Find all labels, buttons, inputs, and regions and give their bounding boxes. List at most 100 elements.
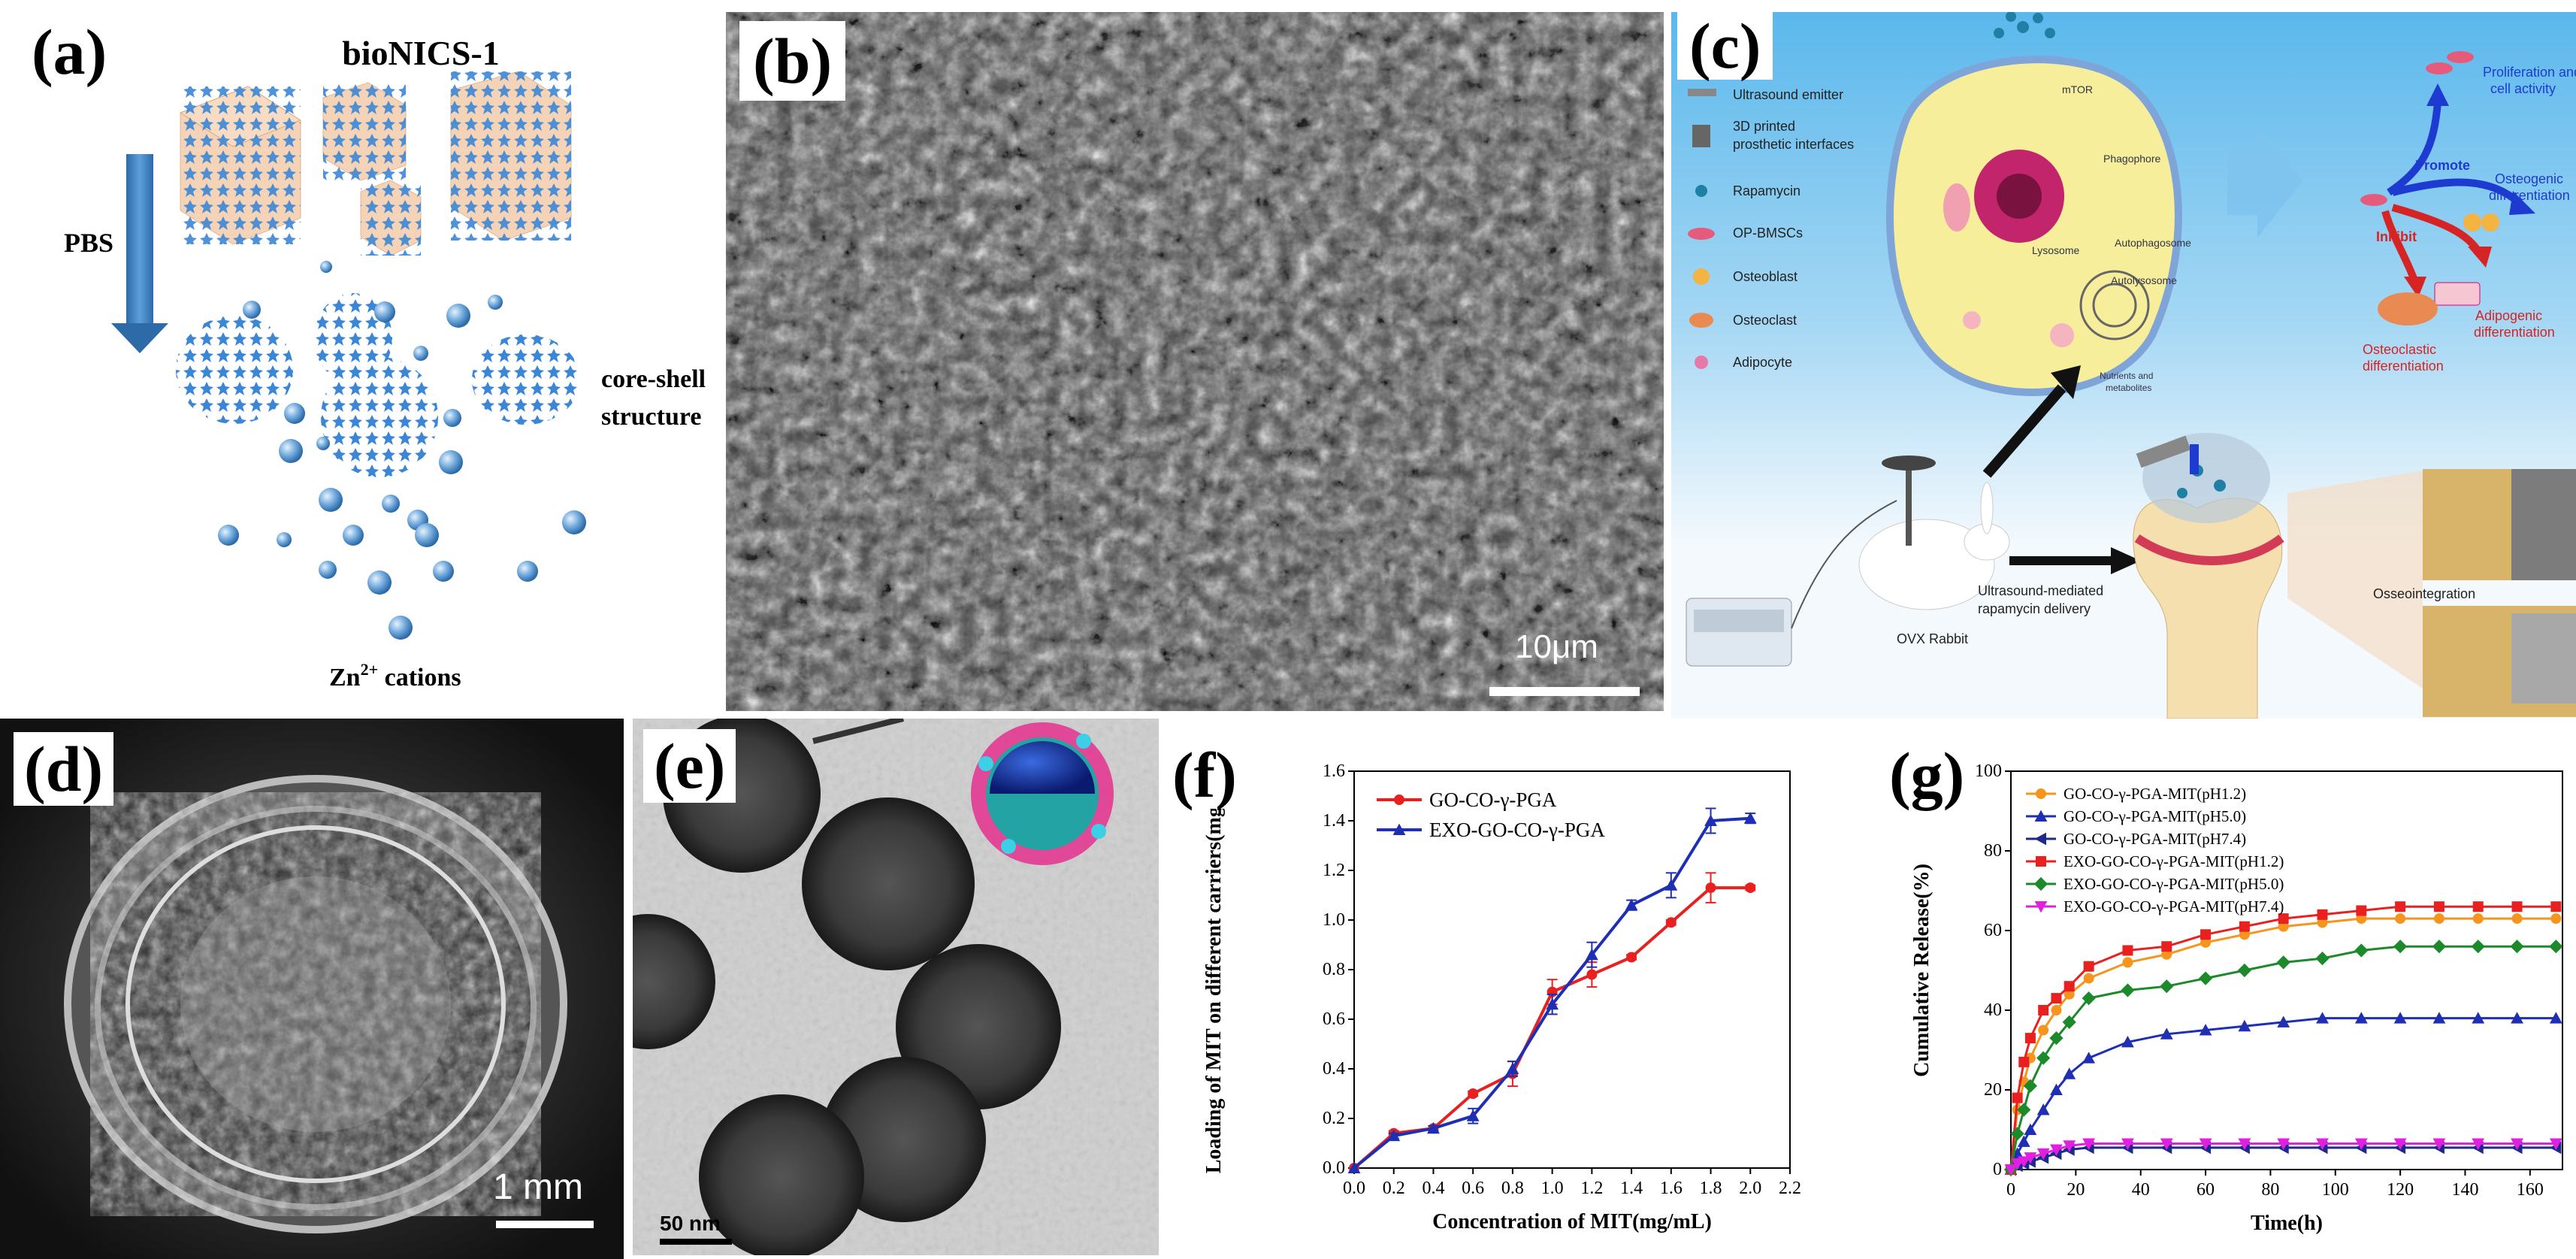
data-point	[2161, 949, 2172, 960]
data-point	[2064, 981, 2075, 992]
data-point	[2160, 1027, 2173, 1040]
data-point	[2064, 988, 2075, 1000]
data-point	[2017, 1156, 2030, 1168]
structure-label: structure	[601, 403, 701, 431]
data-point	[1626, 952, 1637, 963]
svg-text:Osteoclast: Osteoclast	[1733, 313, 1797, 328]
legend-entry: GO-CO-γ-PGA	[1429, 788, 1557, 811]
y-tick-label: 0.6	[1323, 1009, 1345, 1029]
x-tick-label: 0.6	[1462, 1179, 1484, 1198]
data-point	[2004, 1164, 2018, 1176]
data-point	[2471, 940, 2485, 954]
svg-text:Autophagosome: Autophagosome	[2115, 237, 2191, 249]
adipocyte-icon	[1695, 356, 1708, 369]
svg-text:mTOR: mTOR	[2062, 83, 2093, 95]
data-point	[1625, 898, 1638, 911]
data-point	[2278, 921, 2289, 932]
svg-text:rapamycin delivery: rapamycin delivery	[1978, 601, 2091, 616]
data-point	[2549, 940, 2563, 954]
legend-marker	[1394, 794, 1404, 805]
data-point	[2036, 1103, 2050, 1115]
pbs-label: PBS	[64, 228, 113, 258]
data-point	[1745, 882, 1756, 894]
x-tick-label: 2.2	[1779, 1179, 1801, 1198]
y-tick-label: 80	[1984, 841, 2002, 861]
data-point	[1506, 1062, 1519, 1074]
data-point	[2024, 1033, 2036, 1044]
svg-text:Inhibit: Inhibit	[2376, 229, 2417, 244]
scale-bar-label-e: 50 nm	[660, 1212, 721, 1235]
data-point	[2198, 971, 2213, 985]
panel-f: 0.0 0.2 0.4 0.6 0.8 1.0 1.2 1.4 1.6 1.8 2.0 2.2 0.0 0…	[1166, 719, 1868, 1259]
scale-bar-e	[660, 1239, 732, 1245]
data-point	[2354, 943, 2369, 958]
y-tick-label: 100	[1975, 761, 2002, 781]
cube-crystal	[450, 71, 572, 241]
svg-text:Adipocyte: Adipocyte	[1733, 355, 1792, 370]
data-point	[2511, 1012, 2523, 1024]
legend-marker	[2036, 856, 2046, 867]
panel-g-label: (g)	[1883, 741, 1971, 809]
y-axis-label: Loading of MIT on different carriers(mg/…	[1202, 766, 1226, 1174]
x-tick-label: 1.4	[1620, 1179, 1643, 1198]
legend-marker	[1392, 823, 1406, 835]
panel-a: (a) bioNICS-1	[0, 0, 718, 704]
svg-text:Ultrasound emitter: Ultrasound emitter	[1733, 87, 1843, 102]
data-point	[2356, 913, 2367, 925]
sem-image-d	[0, 719, 624, 1259]
pbs-arrow	[111, 154, 168, 353]
panel-d-label: (d)	[14, 732, 114, 807]
rapamycin-icon	[1695, 185, 1707, 197]
panel-f-label: (f)	[1166, 741, 1243, 809]
legend-marker	[2034, 901, 2048, 913]
data-point	[2238, 1138, 2251, 1150]
data-point	[2083, 973, 2094, 984]
data-point	[2121, 1138, 2134, 1150]
data-point	[2277, 1015, 2290, 1027]
data-point	[1585, 948, 1598, 961]
svg-text:Nutrients and: Nutrients and	[2100, 371, 2153, 381]
osteoclast-icon	[1689, 313, 1713, 328]
data-point	[2317, 917, 2328, 928]
svg-text:differentiation: differentiation	[2363, 359, 2444, 374]
data-point	[2063, 1140, 2076, 1152]
data-point	[2121, 1036, 2134, 1048]
legend-entry: EXO-GO-CO-γ-PGA	[1429, 819, 1605, 841]
panel-c-label: (c)	[1677, 12, 1773, 80]
svg-text:Proliferation and: Proliferation and	[2483, 65, 2576, 80]
data-point	[2433, 901, 2444, 912]
svg-text:3D printed: 3D printed	[1733, 119, 1795, 134]
legend-list: Ultrasound emitter 3D printed prosthetic…	[1688, 87, 1854, 370]
tem-image-e	[633, 719, 1159, 1255]
plot-frame	[2010, 770, 2563, 1170]
data-point	[2050, 1144, 2063, 1156]
y-tick-label: 1.0	[1323, 910, 1345, 930]
svg-text:Osteoclastic: Osteoclastic	[2363, 342, 2436, 357]
data-point	[1665, 917, 1677, 928]
x-tick-label: 0.4	[1422, 1179, 1444, 1198]
data-point	[2356, 905, 2367, 916]
data-point	[2237, 963, 2251, 978]
y-tick-label: 60	[1984, 921, 2002, 940]
svg-text:Promote: Promote	[2415, 158, 2470, 173]
core-shell-label: core-shell	[601, 365, 706, 393]
data-point	[2316, 1138, 2329, 1150]
zn-cations-label: Zn2+ cations	[329, 660, 461, 692]
cell-diagram: mTOR Phagophore Lysosome Autophagosome A…	[1886, 12, 2191, 396]
flow-arrow	[2227, 125, 2302, 238]
data-point	[1468, 1088, 1479, 1099]
legend-entry: EXO-GO-CO-γ-PGA-MIT(pH1.2)	[2064, 852, 2284, 870]
panel-e-label: (e)	[643, 729, 736, 804]
legend-entry: GO-CO-γ-PGA-MIT(pH7.4)	[2064, 830, 2246, 848]
data-point	[2038, 1024, 2049, 1036]
svg-text:differentiation: differentiation	[2474, 325, 2555, 340]
x-tick-label: 100	[2322, 1180, 2349, 1200]
legend-marker	[2033, 876, 2048, 891]
x-tick-label: 40	[2132, 1180, 2150, 1200]
y-tick-label: 0.2	[1323, 1109, 1345, 1128]
x-tick-label: 0.0	[1343, 1179, 1365, 1198]
data-point	[2023, 1079, 2038, 1093]
data-point	[2122, 957, 2133, 968]
x-tick-label: 80	[2261, 1180, 2279, 1200]
bionics-illustration: bioNICS-1 PBS	[64, 34, 706, 692]
